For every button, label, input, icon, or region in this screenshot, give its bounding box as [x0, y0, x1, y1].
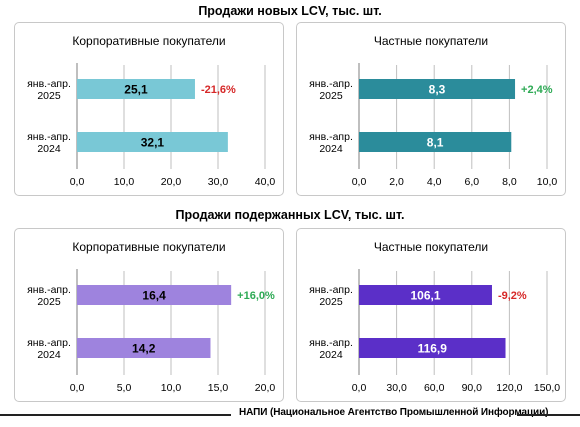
x-tick-label: 10,0 — [537, 176, 558, 188]
bar — [77, 285, 232, 305]
category-label: 2024 — [319, 143, 343, 155]
bar — [359, 285, 492, 305]
bar-value-label: 14,2 — [132, 342, 156, 356]
category-label: янв.-апр. — [27, 131, 71, 143]
chart-panel-used-private: Частные покупатели 0,0 30,0 60,0 90,0 120,0 1… — [296, 228, 566, 402]
category-label: янв.-апр. — [27, 284, 71, 296]
bar — [359, 79, 516, 99]
section-title-new: Продажи новых LCV, тыс. шт. — [198, 4, 382, 18]
chart-title: Частные покупатели — [373, 34, 489, 48]
x-tick-label: 120,0 — [496, 382, 522, 394]
x-tick-label: 4,0 — [427, 176, 442, 188]
change-label: +16,0% — [237, 290, 275, 302]
bar-value-label: 8,1 — [427, 136, 444, 150]
x-tick-label: 0,0 — [352, 176, 367, 188]
bar-value-label: 32,1 — [141, 136, 165, 150]
x-tick-label: 0,0 — [352, 382, 367, 394]
category-label: 2025 — [319, 90, 343, 102]
category-label: янв.-апр. — [309, 78, 353, 90]
bar — [359, 338, 506, 358]
category-label: янв.-апр. — [309, 337, 353, 349]
bar-value-label: 25,1 — [124, 83, 148, 97]
chart-panel-used-corporate: Корпоративные покупатели 0,0 5,0 10,0 15,0 2… — [14, 228, 284, 402]
x-tick-label: 10,0 — [114, 176, 135, 188]
category-label: 2025 — [37, 90, 61, 102]
section-title-used: Продажи подержанных LCV, тыс. шт. — [175, 208, 405, 222]
change-label: +2,4% — [521, 84, 553, 96]
x-tick-label: 20,0 — [161, 176, 182, 188]
x-tick-label: 20,0 — [255, 382, 276, 394]
category-label: янв.-апр. — [309, 284, 353, 296]
footer-rule-right — [517, 414, 580, 416]
x-tick-label: 8,0 — [502, 176, 517, 188]
change-label: -9,2% — [498, 290, 527, 302]
category-label: янв.-апр. — [27, 78, 71, 90]
x-tick-label: 150,0 — [534, 382, 560, 394]
change-label: -21,6% — [201, 84, 236, 96]
chart-title: Корпоративные покупатели — [72, 240, 226, 254]
bar-value-label: 16,4 — [142, 289, 166, 303]
x-tick-label: 90,0 — [462, 382, 483, 394]
footer-rule-left — [0, 414, 231, 416]
chart-panel-new-corporate: Корпоративные покупатели 0,0 10,0 20,0 30,0… — [14, 22, 284, 196]
footer-source: НАПИ (Национальное Агентство Промышленно… — [239, 407, 549, 418]
bar — [77, 132, 228, 152]
category-label: 2025 — [37, 296, 61, 308]
chart-title: Частные покупатели — [373, 240, 489, 254]
bar-value-label: 116,9 — [418, 342, 448, 356]
category-label: 2024 — [37, 349, 61, 361]
category-label: 2024 — [37, 143, 61, 155]
x-tick-label: 10,0 — [161, 382, 182, 394]
chart-title: Корпоративные покупатели — [72, 34, 226, 48]
bar — [77, 338, 211, 358]
x-tick-label: 6,0 — [464, 176, 479, 188]
bar-value-label: 8,3 — [429, 83, 446, 97]
x-tick-label: 40,0 — [255, 176, 276, 188]
bar-value-label: 106,1 — [410, 289, 440, 303]
x-tick-label: 0,0 — [70, 176, 85, 188]
bar — [359, 132, 512, 152]
x-tick-label: 60,0 — [424, 382, 445, 394]
x-tick-label: 30,0 — [208, 176, 229, 188]
x-tick-label: 0,0 — [70, 382, 85, 394]
category-label: 2024 — [319, 349, 343, 361]
x-tick-label: 2,0 — [389, 176, 404, 188]
bar — [77, 79, 195, 99]
category-label: янв.-апр. — [27, 337, 71, 349]
x-tick-label: 30,0 — [386, 382, 407, 394]
category-label: янв.-апр. — [309, 131, 353, 143]
category-label: 2025 — [319, 296, 343, 308]
chart-panel-new-private: Частные покупатели 0,0 2,0 4,0 6,0 8,0 10,0 8,… — [296, 22, 566, 196]
bar-chart: 0,0 30,0 60,0 90,0 120,0 150,0106,1янв.-апр.2… — [309, 269, 560, 394]
x-tick-label: 5,0 — [117, 382, 132, 394]
x-tick-label: 15,0 — [208, 382, 229, 394]
